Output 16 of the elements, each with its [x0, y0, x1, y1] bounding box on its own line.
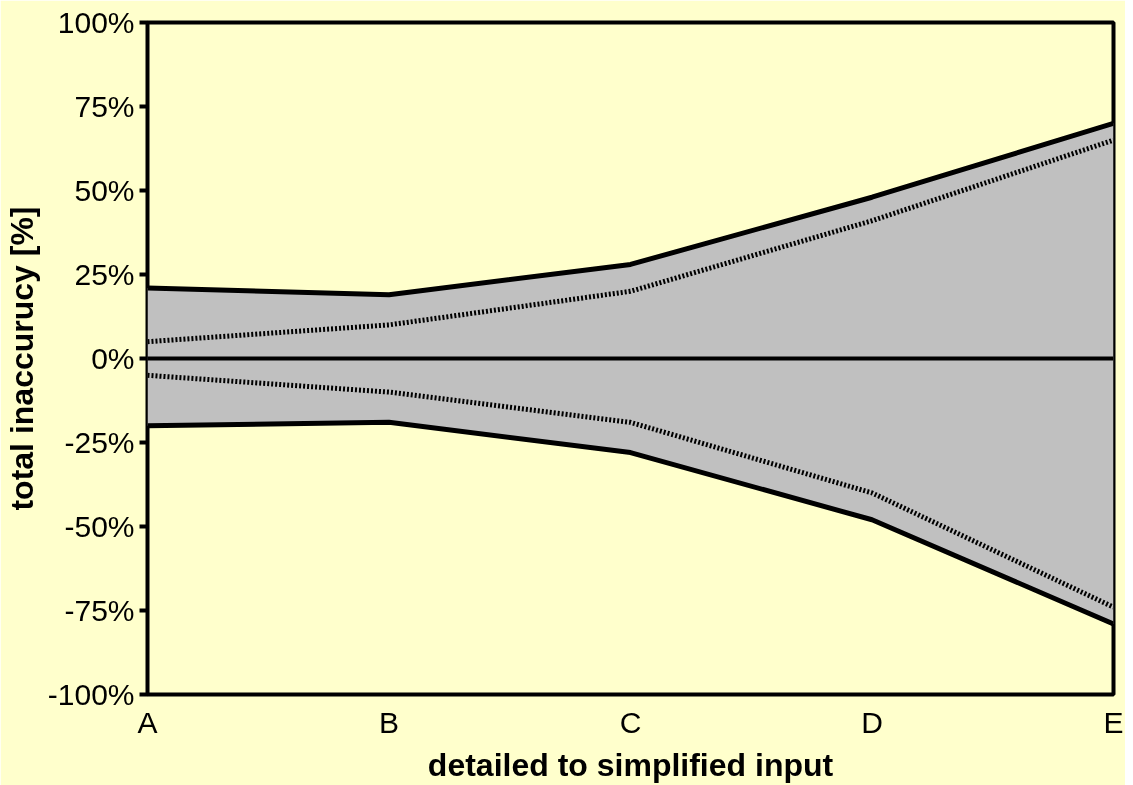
x-tick-label: A [137, 705, 158, 739]
y-tick-label: 25% [74, 258, 135, 291]
y-tick-label: 50% [74, 174, 135, 207]
y-tick-label: -75% [64, 594, 135, 627]
y-tick-label: 75% [74, 90, 135, 123]
x-tick-label: C [619, 705, 642, 739]
y-tick-label: -50% [64, 510, 135, 543]
x-tick-label: B [379, 705, 400, 739]
x-tick-label: D [861, 705, 883, 739]
y-tick-label: -100% [47, 678, 135, 711]
y-tick-label: -25% [64, 426, 135, 459]
x-tick-label: E [1103, 705, 1124, 739]
y-tick-label: 100% [57, 6, 135, 39]
x-axis-title: detailed to simplified input [427, 746, 834, 783]
y-tick-label: 0% [91, 342, 135, 375]
y-axis-title: total inaccurucy [%] [3, 206, 40, 511]
